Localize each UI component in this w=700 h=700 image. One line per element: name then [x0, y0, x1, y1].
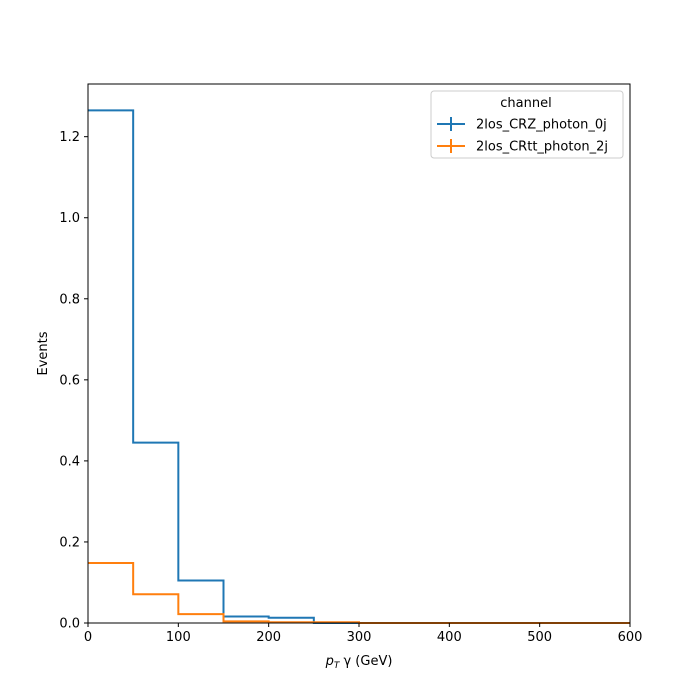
- x-tick-label: 100: [166, 630, 191, 645]
- x-tick-label: 400: [437, 630, 462, 645]
- legend-entries: 2los_CRZ_photon_0j 2los_CRtt_photon_2j: [437, 117, 608, 155]
- y-tick-label: 0.8: [59, 292, 80, 307]
- y-axis-label: Events: [36, 331, 51, 375]
- x-axis-label: pT γ (GeV): [325, 654, 393, 671]
- legend-label-2: 2los_CRtt_photon_2j: [476, 140, 608, 155]
- y-tick-label: 1.2: [59, 130, 80, 145]
- y-tick-label: 0.0: [59, 617, 80, 632]
- legend-title: channel: [500, 96, 551, 111]
- x-axis-ticks: 0 100 200 300 400 500 600: [84, 623, 643, 645]
- x-tick-label: 200: [256, 630, 281, 645]
- x-tick-label: 0: [84, 630, 92, 645]
- legend-label-1: 2los_CRZ_photon_0j: [476, 118, 607, 133]
- y-tick-label: 0.4: [59, 454, 80, 469]
- y-tick-label: 1.0: [59, 211, 80, 226]
- y-tick-label: 0.2: [59, 535, 80, 550]
- x-tick-label: 600: [618, 630, 643, 645]
- x-tick-label: 500: [527, 630, 552, 645]
- y-axis-ticks: 0.0 0.2 0.4 0.6 0.8 1.0 1.2: [59, 130, 88, 632]
- legend: channel 2los_CRZ_photon_0j 2los_CRtt_phot…: [430, 90, 624, 159]
- y-tick-label: 0.6: [59, 373, 80, 388]
- x-tick-label: 300: [347, 630, 372, 645]
- legend-box: [430, 90, 624, 159]
